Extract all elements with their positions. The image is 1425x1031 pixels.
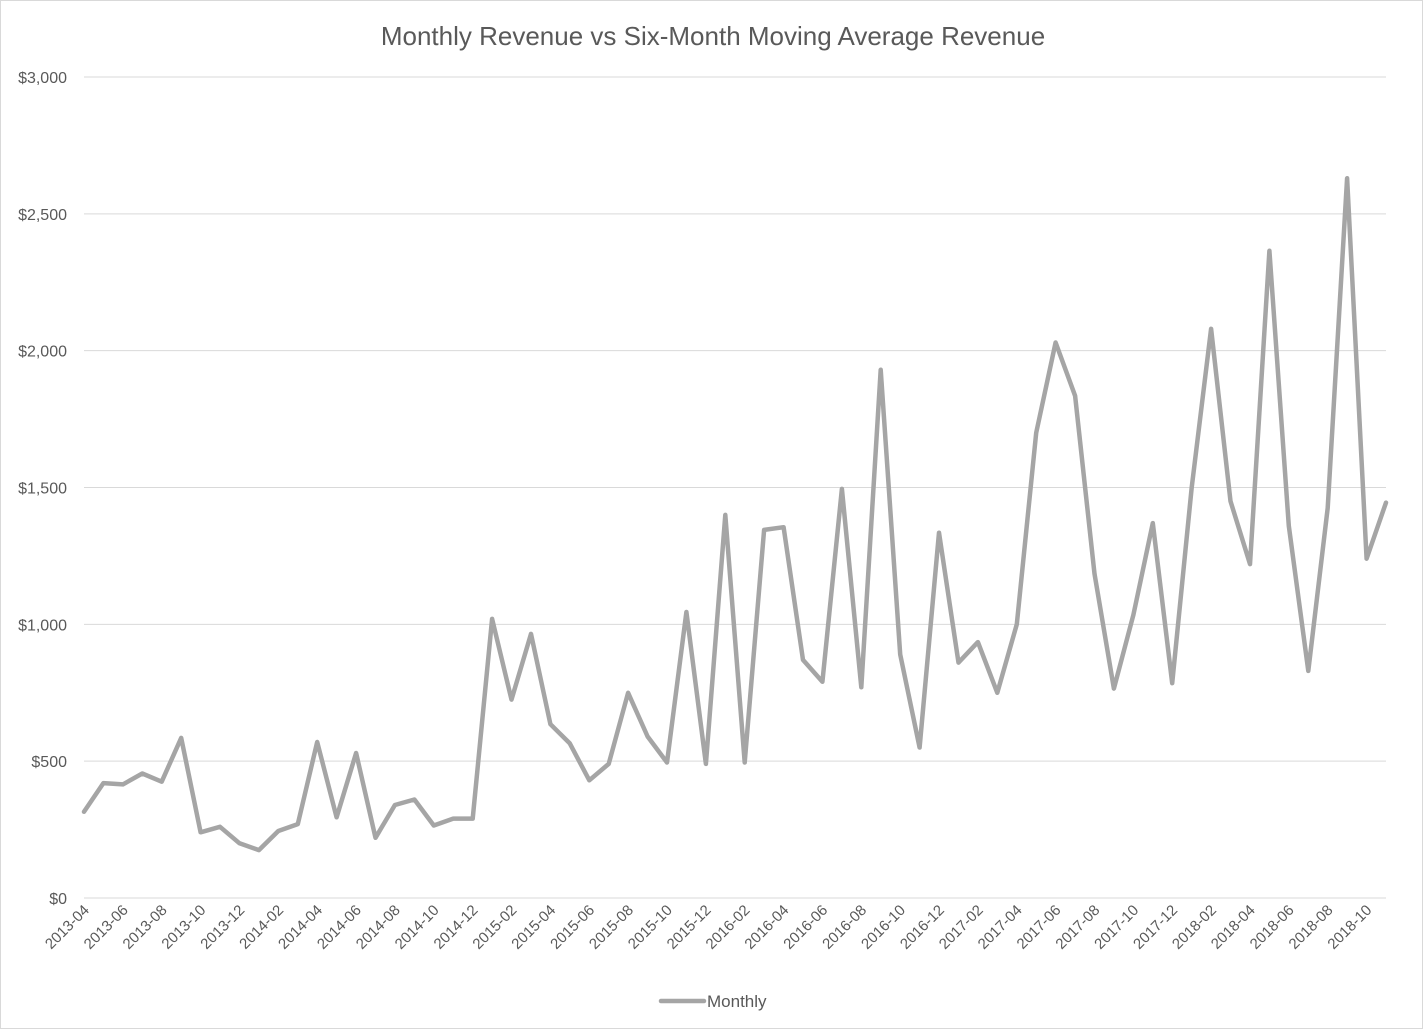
y-tick-label: $2,000 [18,344,67,361]
y-tick-label: $1,000 [18,617,67,634]
legend: Monthly [658,992,767,1011]
x-axis-tick-labels: 2013-042013-062013-082013-102013-122014-… [42,902,1376,953]
chart-title: Monthly Revenue vs Six-Month Moving Aver… [381,21,1045,51]
y-tick-label: $0 [49,891,67,908]
series-line-monthly [81,176,1389,853]
legend-label-monthly: Monthly [707,992,767,1011]
y-tick-label: $3,000 [18,70,67,87]
y-axis-tick-labels: $0 $500 $1,000 $1,500 $2,000 $2,500 $3,000 [18,70,67,908]
y-tick-label: $2,500 [18,207,67,224]
series-lines [81,176,1389,853]
y-tick-label: $1,500 [18,481,67,498]
y-tick-label: $500 [31,754,67,771]
